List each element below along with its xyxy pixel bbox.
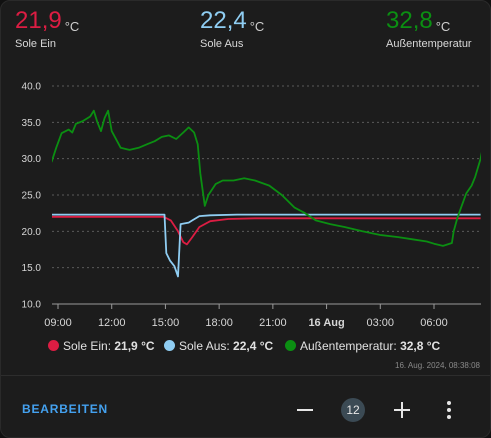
temperature-line-chart[interactable]: 40.0 35.0 30.0 25.0 20.0 15.0 10.009:00 12:00 15… xyxy=(1,1,491,336)
legend-dot xyxy=(48,340,59,351)
sensor-unit: °C xyxy=(249,19,265,34)
y-tick-label: 15.0 xyxy=(22,263,42,274)
sensor-unit: °C xyxy=(64,19,80,34)
legend-item-aussentemperatur[interactable]: Außentemperatur: 32,8 °C xyxy=(285,339,440,353)
x-tick-label: 18:00 xyxy=(205,317,233,329)
edit-button[interactable]: BEARBEITEN xyxy=(22,402,109,416)
x-tick-label: 06:00 xyxy=(420,317,448,329)
y-tick-label: 10.0 xyxy=(22,300,42,311)
legend-value: 22,4 °C xyxy=(233,339,274,353)
x-tick-label: 16 Aug xyxy=(308,317,344,329)
legend-item-sole-aus[interactable]: Sole Aus: 22,4 °C xyxy=(164,339,273,353)
plus-icon[interactable] xyxy=(394,402,410,418)
minus-icon[interactable] xyxy=(297,409,313,411)
sensor-unit: °C xyxy=(435,19,451,34)
sensor-value: 32,8 xyxy=(386,7,433,34)
x-tick-label: 12:00 xyxy=(98,317,126,329)
x-tick-label: 03:00 xyxy=(367,317,395,329)
sensor-name: Sole Ein xyxy=(15,38,56,50)
y-tick-label: 25.0 xyxy=(22,191,42,202)
sensor-value: 22,4 xyxy=(200,7,247,34)
more-vert-icon[interactable] xyxy=(446,401,452,419)
x-tick-label: 21:00 xyxy=(259,317,287,329)
sensor-value: 21,9 xyxy=(15,7,62,34)
series-line-sole-ein xyxy=(52,215,481,246)
legend-dot xyxy=(285,340,296,351)
x-tick-label: 15:00 xyxy=(152,317,180,329)
legend-dot xyxy=(164,340,175,351)
sensor-header-sole-aus[interactable]: 22,4 °C Sole Aus xyxy=(200,7,264,50)
card-footer: BEARBEITEN 12 xyxy=(1,375,490,438)
last-updated-timestamp: 16. Aug. 2024, 08:38:08 xyxy=(395,361,480,370)
hours-badge: 12 xyxy=(341,398,365,422)
legend-value: 32,8 °C xyxy=(400,339,441,353)
sensor-name: Außentemperatur xyxy=(386,38,472,50)
legend-label: Außentemperatur: xyxy=(300,339,397,353)
series-line-au-entemperatur xyxy=(52,109,481,247)
sensor-name: Sole Aus xyxy=(200,38,244,50)
legend-item-sole-ein[interactable]: Sole Ein: 21,9 °C xyxy=(48,339,155,353)
sensor-header-aussentemperatur[interactable]: 32,8 °C Außentemperatur xyxy=(386,7,472,50)
y-tick-label: 35.0 xyxy=(22,118,42,129)
y-tick-label: 20.0 xyxy=(22,227,42,238)
x-tick-label: 09:00 xyxy=(44,317,72,329)
legend-label: Sole Ein: xyxy=(63,339,112,353)
legend-label: Sole Aus: xyxy=(179,339,230,353)
sensor-header-sole-ein[interactable]: 21,9 °C Sole Ein xyxy=(15,7,79,50)
y-tick-label: 40.0 xyxy=(22,82,42,93)
legend-value: 21,9 °C xyxy=(114,339,155,353)
y-tick-label: 30.0 xyxy=(22,154,42,165)
series-line-sole-aus xyxy=(52,213,481,278)
